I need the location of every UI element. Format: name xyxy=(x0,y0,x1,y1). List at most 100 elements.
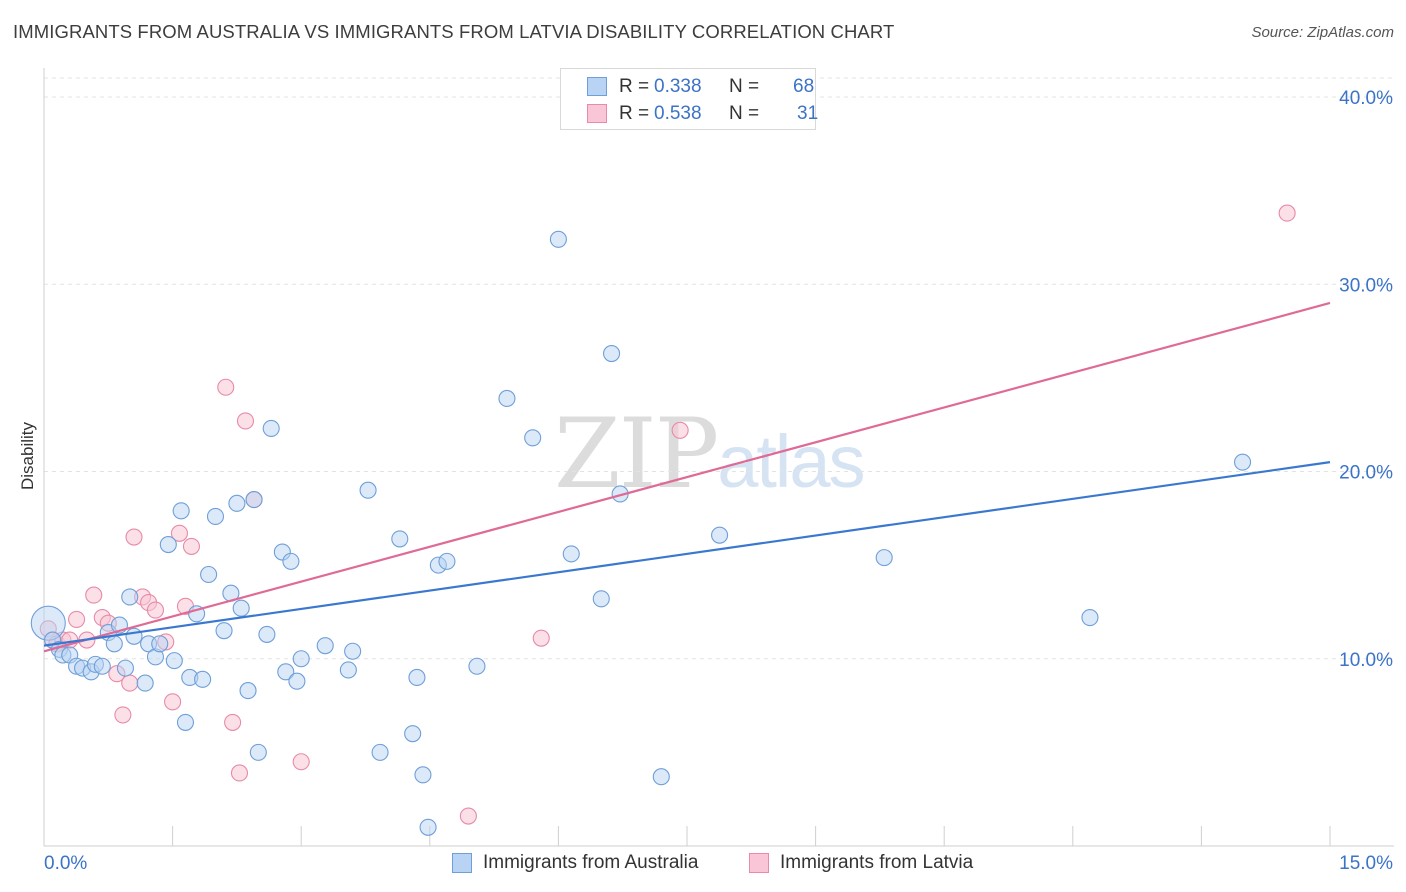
data-point-australia xyxy=(419,818,437,836)
trend-line-latvia xyxy=(43,301,1331,653)
data-point-australia xyxy=(438,552,456,570)
data-point-australia xyxy=(151,635,169,653)
data-point-australia xyxy=(116,659,134,677)
data-point-latvia xyxy=(164,693,182,711)
data-point-australia xyxy=(288,672,306,690)
data-point-australia xyxy=(339,661,357,679)
tick-labels: 10.0% 20.0% 30.0% 40.0% 0.0% 15.0% xyxy=(44,88,1393,874)
data-point-australia xyxy=(125,627,143,645)
data-point-latvia xyxy=(217,378,235,396)
grid-lines xyxy=(44,77,1394,660)
data-point-latvia xyxy=(68,610,86,628)
bottom-legend-swatch-latvia xyxy=(749,853,769,873)
legend-n-label: N = xyxy=(729,103,760,124)
data-point-australia xyxy=(232,599,250,617)
data-point-australia xyxy=(498,389,516,408)
data-point-australia xyxy=(176,713,195,731)
data-point-australia xyxy=(262,419,280,437)
data-point-australia xyxy=(245,491,263,509)
legend-r-value-latvia: 0.538 xyxy=(654,103,702,124)
data-point-australia xyxy=(258,625,276,643)
data-point-latvia xyxy=(1278,204,1296,222)
legend-r-value-australia: 0.338 xyxy=(654,76,702,97)
data-point-latvia xyxy=(236,412,255,430)
data-point-latvia xyxy=(230,764,249,782)
series-australia-points xyxy=(30,230,1252,836)
source-note: Source: ZipAtlas.com xyxy=(1251,24,1394,41)
data-point-australia xyxy=(414,766,432,784)
data-point-latvia xyxy=(532,629,550,647)
data-point-australia xyxy=(136,674,154,692)
data-point-australia xyxy=(1234,453,1252,471)
data-point-australia xyxy=(292,650,310,668)
data-point-australia xyxy=(404,725,422,743)
data-point-australia xyxy=(93,657,111,675)
data-point-australia xyxy=(359,481,377,499)
bottom-legend-label-latvia: Immigrants from Latvia xyxy=(780,852,974,873)
chart-title: IMMIGRANTS FROM AUSTRALIA VS IMMIGRANTS … xyxy=(13,21,895,42)
data-point-australia xyxy=(249,743,267,761)
data-point-australia xyxy=(549,230,567,248)
x-tick-label-max: 15.0% xyxy=(1339,853,1393,874)
data-point-australia xyxy=(159,535,177,554)
legend-n-value-australia: 68 xyxy=(793,76,815,97)
legend-n-value-latvia: 31 xyxy=(797,103,819,124)
legend-swatch-australia xyxy=(587,77,607,96)
data-point-latvia xyxy=(146,601,165,619)
data-point-latvia xyxy=(459,807,477,825)
legend-n-label: N = xyxy=(729,76,760,97)
data-point-latvia xyxy=(224,713,242,731)
y-axis-title: Disability xyxy=(18,421,37,491)
data-point-latvia xyxy=(292,753,310,771)
data-point-australia xyxy=(468,657,486,675)
axes xyxy=(43,68,1394,847)
data-point-latvia xyxy=(671,421,689,439)
data-point-australia xyxy=(194,670,212,688)
data-point-australia xyxy=(652,768,670,786)
x-tick-label-min: 0.0% xyxy=(44,853,87,874)
data-point-latvia xyxy=(85,586,103,604)
data-point-australia xyxy=(282,552,300,570)
legend-r-label: R = xyxy=(619,76,650,97)
data-point-australia xyxy=(592,590,610,608)
data-point-australia xyxy=(206,507,225,525)
data-point-latvia xyxy=(182,537,201,555)
data-point-australia xyxy=(1081,609,1099,627)
data-point-australia xyxy=(371,743,389,761)
data-point-australia xyxy=(316,637,334,655)
bottom-legend-label-australia: Immigrants from Australia xyxy=(483,852,699,873)
series-latvia-points xyxy=(39,204,1296,825)
data-point-latvia xyxy=(170,524,189,542)
data-point-australia xyxy=(408,668,426,687)
legend-swatch-latvia xyxy=(587,104,607,123)
data-point-australia xyxy=(562,545,580,563)
data-point-australia xyxy=(239,682,257,700)
data-point-australia xyxy=(172,502,190,520)
data-point-australia xyxy=(391,530,409,548)
data-point-australia xyxy=(277,663,295,681)
data-point-australia xyxy=(200,565,218,584)
data-point-latvia xyxy=(121,674,139,692)
y-tick-label: 40.0% xyxy=(1339,88,1393,109)
data-point-australia xyxy=(603,344,621,363)
trend-line-australia xyxy=(43,461,1331,647)
data-point-australia xyxy=(165,652,183,670)
y-tick-label: 10.0% xyxy=(1339,650,1393,671)
data-point-australia xyxy=(228,494,246,512)
y-tick-label: 30.0% xyxy=(1339,275,1393,296)
data-point-australia xyxy=(121,588,139,606)
data-point-australia xyxy=(344,642,362,660)
data-point-latvia xyxy=(114,706,132,724)
data-point-australia xyxy=(524,429,542,447)
correlation-legend: R = 0.338 N = 68 R = 0.538 N = 31 xyxy=(560,68,819,130)
data-point-latvia xyxy=(125,528,143,546)
bottom-legend-swatch-australia xyxy=(452,853,472,873)
data-point-australia xyxy=(711,526,729,544)
legend-r-label: R = xyxy=(619,103,650,124)
data-point-australia xyxy=(105,635,123,653)
trend-lines xyxy=(43,301,1331,653)
y-tick-label: 20.0% xyxy=(1339,463,1393,484)
data-point-australia xyxy=(875,549,893,567)
data-point-australia xyxy=(215,622,233,640)
